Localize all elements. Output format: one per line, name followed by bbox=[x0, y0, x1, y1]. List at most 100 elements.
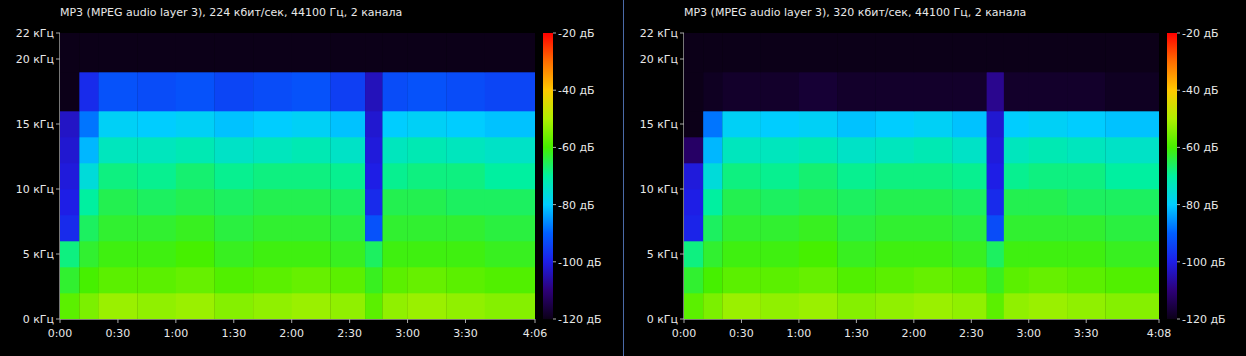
cell bbox=[99, 33, 138, 72]
cell bbox=[1004, 293, 1029, 319]
y-tick-label: 15 кГц bbox=[16, 118, 54, 131]
cell bbox=[1105, 215, 1159, 241]
cell bbox=[292, 241, 331, 267]
cell bbox=[446, 111, 485, 137]
panel: MP3 (MPEG audio layer 3), 320 кбит/сек, … bbox=[640, 6, 1226, 340]
cell bbox=[987, 189, 1005, 215]
cell bbox=[914, 163, 953, 189]
x-tick bbox=[117, 319, 118, 323]
cell bbox=[987, 163, 1005, 189]
cell bbox=[79, 163, 99, 189]
y-axis-line bbox=[59, 33, 60, 319]
cell bbox=[952, 189, 987, 215]
cell bbox=[684, 163, 703, 189]
cell bbox=[408, 163, 447, 189]
cell bbox=[1067, 163, 1106, 189]
cell bbox=[837, 241, 876, 267]
cell bbox=[987, 111, 1005, 137]
y-tick bbox=[56, 124, 60, 125]
y-tick bbox=[56, 189, 60, 190]
cell bbox=[446, 137, 485, 163]
x-tick-label: 3:30 bbox=[453, 327, 478, 340]
colorbar bbox=[543, 33, 553, 319]
panel-divider bbox=[623, 0, 624, 356]
cell bbox=[137, 267, 176, 293]
cell bbox=[684, 72, 703, 111]
cell bbox=[408, 137, 447, 163]
cell bbox=[952, 163, 987, 189]
cell bbox=[253, 72, 292, 111]
cell bbox=[137, 137, 176, 163]
x-tick-label: 3:30 bbox=[1074, 327, 1099, 340]
cell bbox=[1029, 267, 1068, 293]
cell bbox=[99, 72, 138, 111]
cell bbox=[703, 293, 722, 319]
cell bbox=[1105, 189, 1159, 215]
cell bbox=[485, 33, 535, 72]
x-tick bbox=[684, 319, 685, 323]
cell bbox=[987, 293, 1005, 319]
cell bbox=[60, 267, 80, 293]
cell bbox=[987, 72, 1005, 111]
x-tick-label: 2:30 bbox=[337, 327, 362, 340]
x-tick-label: 1:00 bbox=[787, 327, 812, 340]
cell bbox=[876, 241, 915, 267]
cell bbox=[722, 137, 761, 163]
cell bbox=[60, 33, 80, 72]
x-tick bbox=[465, 319, 466, 323]
cell bbox=[1105, 111, 1159, 137]
cell bbox=[1029, 33, 1068, 72]
cell bbox=[79, 111, 99, 137]
cell bbox=[408, 111, 447, 137]
cell bbox=[214, 293, 253, 319]
cell bbox=[253, 163, 292, 189]
y-tick-label: 20 кГц bbox=[16, 53, 54, 66]
colorbar-tick-label: -20 дБ bbox=[558, 27, 595, 40]
cell bbox=[292, 72, 331, 111]
colorbar-tick bbox=[553, 319, 556, 320]
cell bbox=[703, 137, 722, 163]
cell bbox=[365, 241, 383, 267]
cell bbox=[1004, 241, 1029, 267]
y-tick-label: 5 кГц bbox=[23, 248, 54, 261]
cell bbox=[703, 33, 722, 72]
colorbar-tick-label: -120 дБ bbox=[558, 313, 602, 326]
cell bbox=[382, 163, 407, 189]
cell bbox=[952, 72, 987, 111]
cell bbox=[987, 137, 1005, 163]
cell bbox=[382, 189, 407, 215]
cell bbox=[1067, 189, 1106, 215]
cell bbox=[60, 189, 80, 215]
cell bbox=[485, 189, 535, 215]
x-tick-label: 0:30 bbox=[106, 327, 131, 340]
cell bbox=[99, 163, 138, 189]
cell bbox=[1004, 111, 1029, 137]
cell bbox=[703, 163, 722, 189]
y-tick bbox=[680, 124, 684, 125]
cell bbox=[330, 33, 365, 72]
cell bbox=[1029, 293, 1068, 319]
cell bbox=[446, 267, 485, 293]
y-tick-label: 0 кГц bbox=[647, 313, 678, 326]
y-tick-label: 22 кГц bbox=[640, 27, 678, 40]
y-tick-label: 5 кГц bbox=[647, 248, 678, 261]
cell bbox=[176, 189, 215, 215]
cell bbox=[214, 72, 253, 111]
cell bbox=[330, 293, 365, 319]
cell bbox=[987, 241, 1005, 267]
cell bbox=[1004, 189, 1029, 215]
x-tick bbox=[1159, 319, 1160, 323]
cell bbox=[292, 33, 331, 72]
cell bbox=[1004, 267, 1029, 293]
cell bbox=[60, 163, 80, 189]
y-axis-line bbox=[683, 33, 684, 319]
cell bbox=[365, 215, 383, 241]
cell bbox=[684, 267, 703, 293]
x-tick-label: 2:00 bbox=[279, 327, 304, 340]
cell bbox=[214, 111, 253, 137]
cell bbox=[1067, 72, 1106, 111]
cell bbox=[722, 189, 761, 215]
cell bbox=[799, 111, 838, 137]
cell bbox=[330, 137, 365, 163]
cell bbox=[137, 111, 176, 137]
